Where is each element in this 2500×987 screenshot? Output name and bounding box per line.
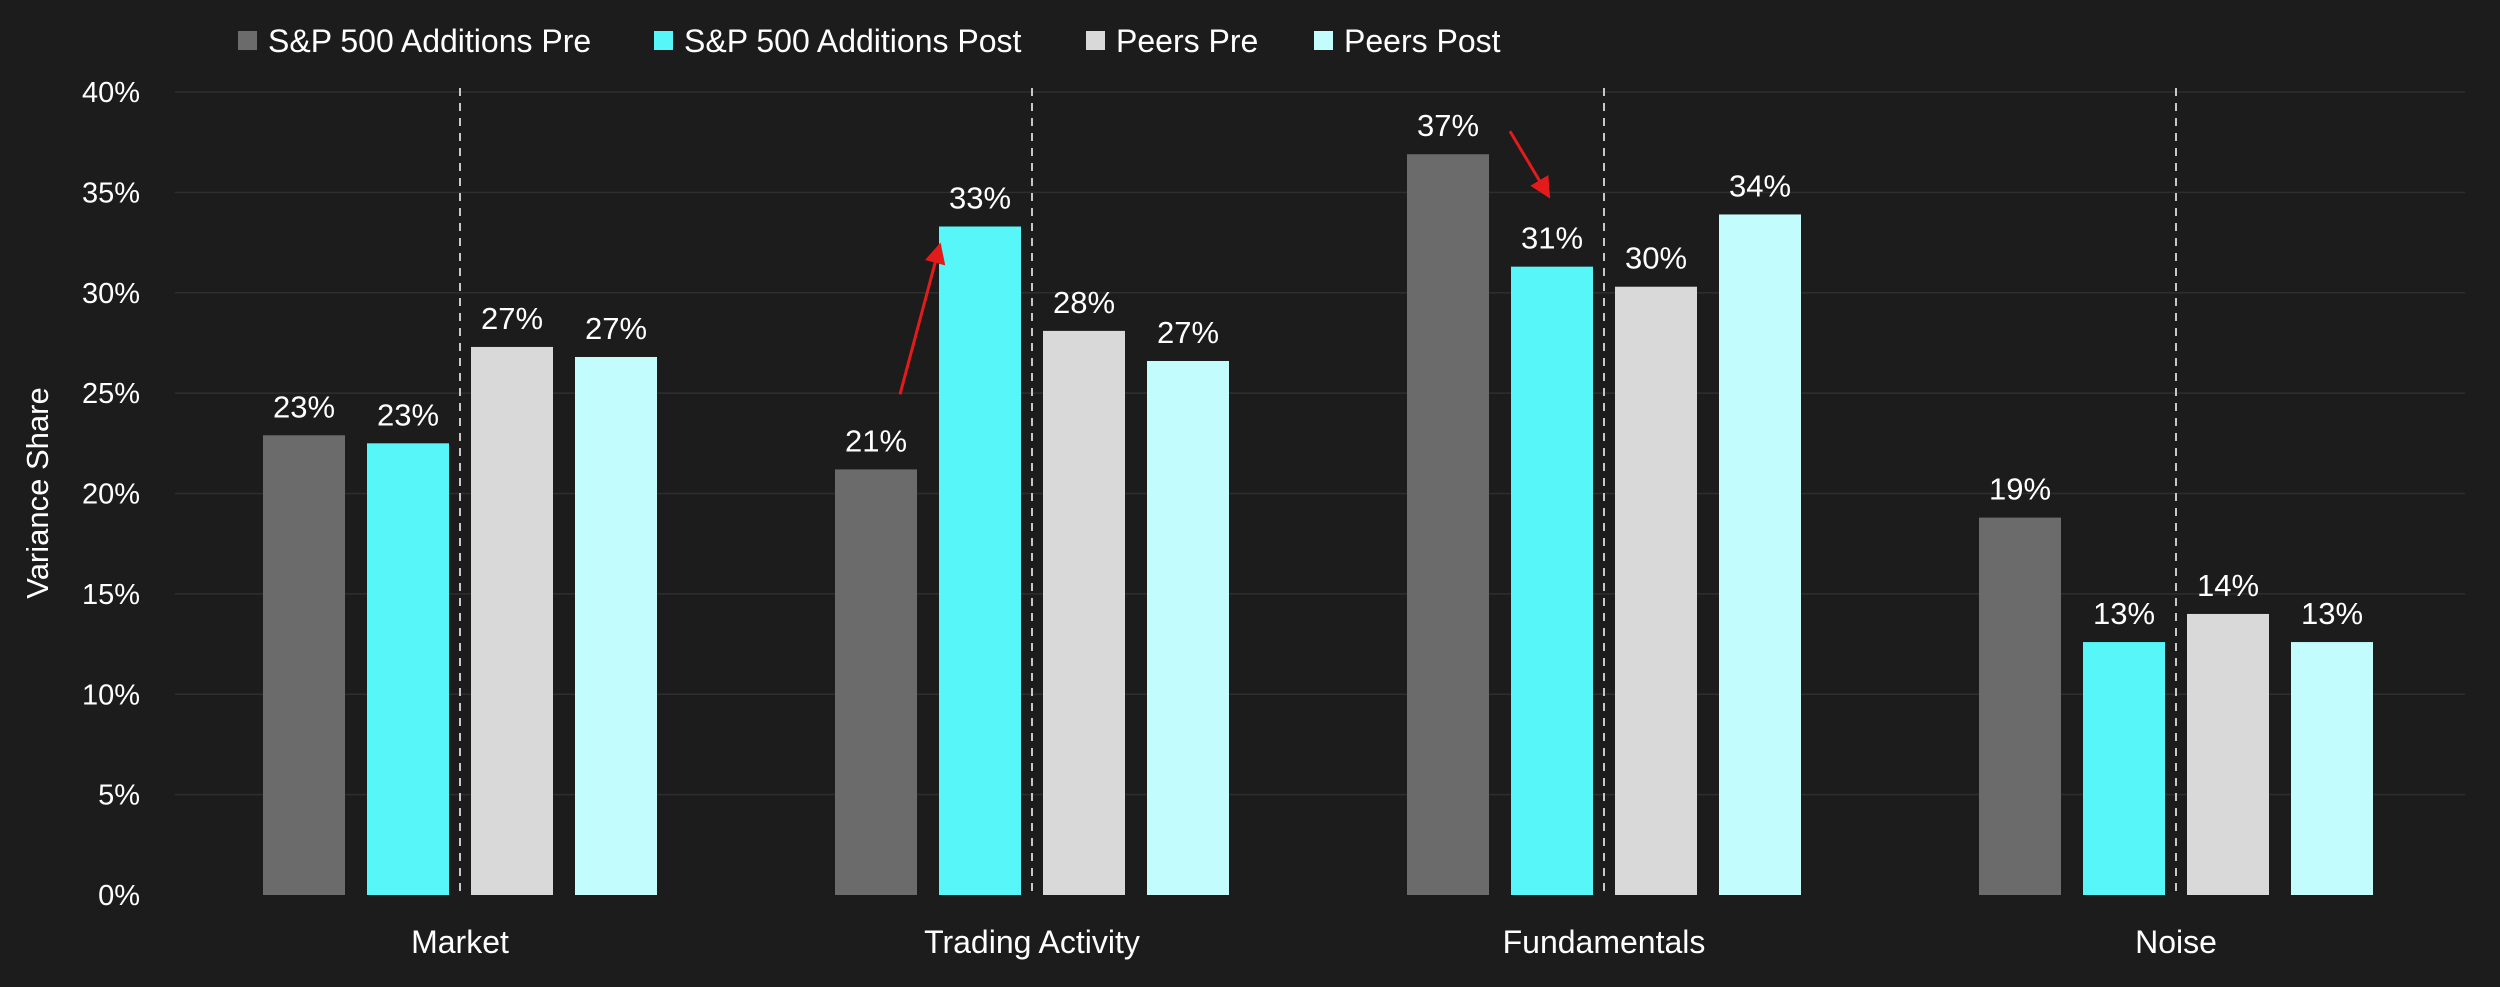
bar <box>1407 154 1489 896</box>
legend-item: Peers Post <box>1314 23 1501 59</box>
data-label: 21% <box>845 423 907 458</box>
data-label: 27% <box>585 311 647 346</box>
data-label: 34% <box>1729 168 1791 203</box>
data-label: 19% <box>1989 472 2051 507</box>
data-label: 30% <box>1625 241 1687 276</box>
data-label: 23% <box>377 397 439 432</box>
bar <box>2083 642 2165 895</box>
bar <box>939 226 1021 895</box>
bar <box>1979 517 2061 895</box>
bar <box>1615 286 1697 895</box>
legend-label: S&P 500 Additions Post <box>684 23 1022 59</box>
legend-label: Peers Pre <box>1116 23 1258 59</box>
data-label: 13% <box>2301 596 2363 631</box>
legend-swatch <box>654 31 673 50</box>
x-category-label: Noise <box>2135 924 2217 960</box>
bar <box>367 443 449 895</box>
data-labels: 23% 21% 37% 19% 23% 33% 31% 13% 27% 28% 30% 14% 27% 2… <box>273 108 2363 631</box>
y-tick-label: 10% <box>82 679 140 711</box>
legend-swatch <box>238 31 257 50</box>
legend-item: S&P 500 Additions Post <box>654 23 1022 59</box>
y-tick-label: 20% <box>82 479 140 511</box>
bar <box>835 469 917 895</box>
data-label: 28% <box>1053 285 1115 320</box>
y-tick-label: 35% <box>82 177 140 209</box>
gridlines <box>175 91 2465 796</box>
y-tick-label: 5% <box>98 780 140 812</box>
legend-swatch <box>1086 31 1105 50</box>
data-label: 37% <box>1417 108 1479 143</box>
y-tick-label: 15% <box>82 579 140 611</box>
data-label: 27% <box>1157 315 1219 350</box>
legend-label: Peers Post <box>1344 23 1501 59</box>
annotation-arrow <box>1508 130 1551 199</box>
data-label: 27% <box>481 301 543 336</box>
bar <box>575 356 657 895</box>
data-label: 33% <box>949 181 1011 216</box>
legend: S&P 500 Additions Pre S&P 500 Additions P… <box>238 23 1501 59</box>
legend-swatch <box>1314 31 1333 50</box>
y-tick-label: 40% <box>82 77 140 109</box>
bar <box>2291 642 2373 895</box>
x-category-label: Fundamentals <box>1503 924 1706 960</box>
data-label: 13% <box>2093 596 2155 631</box>
bar <box>1511 266 1593 896</box>
bar <box>263 435 345 895</box>
bar <box>1147 361 1229 895</box>
axes: 0% 5% 10% 15% 20% 25% 30% 35% 40% Market Trading A… <box>82 77 2217 960</box>
annotation-arrow <box>898 242 946 395</box>
data-label: 31% <box>1521 221 1583 256</box>
bar <box>1043 330 1125 896</box>
bar <box>1719 214 1801 895</box>
annotation-arrows <box>898 130 1551 395</box>
category-dividers <box>459 88 2177 895</box>
x-category-label: Trading Activity <box>924 924 1140 960</box>
bar <box>471 346 553 895</box>
legend-item: Peers Pre <box>1086 23 1258 59</box>
legend-item: S&P 500 Additions Pre <box>238 23 591 59</box>
bars <box>263 154 2373 896</box>
x-category-label: Market <box>411 924 509 960</box>
data-label: 23% <box>273 389 335 424</box>
y-tick-label: 30% <box>82 278 140 310</box>
bar <box>2187 613 2269 895</box>
y-axis-title: Variance Share <box>20 387 55 598</box>
legend-label: S&P 500 Additions Pre <box>268 23 591 59</box>
y-tick-label: 25% <box>82 378 140 410</box>
y-tick-label: 0% <box>98 880 140 912</box>
data-label: 14% <box>2197 568 2259 603</box>
